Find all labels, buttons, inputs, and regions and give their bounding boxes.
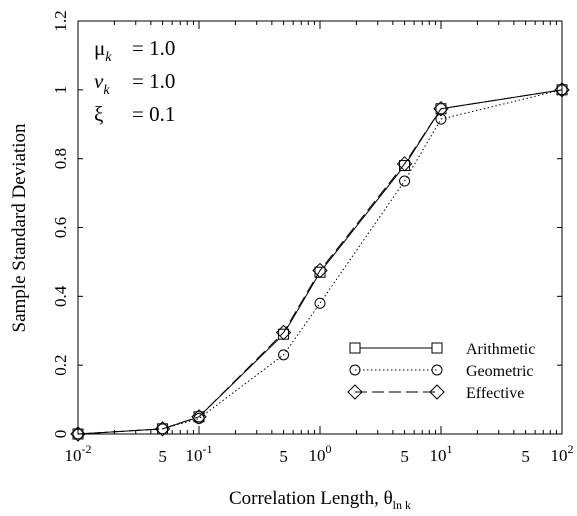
legend-marker-arithmetic [349,342,361,354]
y-axis-label: Sample Standard Deviation [9,123,30,332]
data-point-effective [70,426,86,442]
data-point-geometric [314,297,326,309]
legend-marker-arithmetic [431,342,443,354]
legend-marker-effective [429,384,445,400]
data-point-geometric [399,175,411,187]
y-tick-label: 0.4 [51,285,70,307]
legend-label-geometric: Geometric [466,363,534,380]
data-point-effective [433,101,449,117]
y-tick-label: 0.2 [51,355,70,376]
data-point-effective [275,324,292,341]
legend-marker-effective [347,384,363,400]
x-tick-label: 101 [430,442,453,465]
legend-marker-geometric [349,364,361,376]
data-point-effective [191,409,207,425]
y-tick-label: 0 [51,430,70,439]
y-tick-label: 1.2 [51,10,70,31]
data-point-effective [154,421,171,437]
series-layer [70,82,570,442]
legend-marker-geometric [431,364,443,376]
series-line-arithmetic [77,89,563,435]
axis-labels: 0 0.2 0.4 0.6 0.8 1 1.2 10-2 10-1 100 101 102 5 5 5 5 Co… [9,10,574,512]
x-minor-tick-label: 5 [521,447,530,466]
data-point-arithmetic [399,160,411,172]
legend-label-arithmetic: Arithmetic [466,341,535,358]
x-axis-label: Correlation Length, θln k [229,488,411,512]
legend: Arithmetic Geometric Effective [347,341,535,402]
y-tick-label: 1 [51,86,70,95]
legend-label-effective: Effective [466,385,524,402]
x-minor-tick-label: 5 [158,447,167,466]
x-minor-tick-label: 5 [400,447,409,466]
data-point-geometric [278,349,290,361]
series-line-effective [77,89,563,435]
parameter-label: ξ = 0.1 [94,102,175,126]
plot-frame [77,20,563,435]
x-minor-tick-label: 5 [279,447,288,466]
y-tick-label: 0.6 [51,217,70,238]
data-point-effective [396,156,413,172]
x-tick-label: 10-2 [65,442,92,465]
series-line-geometric [77,89,563,435]
parameter-annotations: μk = 1.0 vk = 1.0 ξ = 0.1 [94,36,175,126]
y-tick-label: 0.8 [51,148,70,169]
x-tick-label: 10-1 [186,442,213,465]
data-point-effective [312,262,328,279]
x-tick-label: 102 [551,442,574,465]
data-point-arithmetic [278,328,290,340]
parameter-label: vk = 1.0 [94,69,175,98]
parameter-label: μk = 1.0 [94,36,175,65]
x-tick-label: 100 [309,442,332,465]
data-point-geometric [435,113,447,125]
